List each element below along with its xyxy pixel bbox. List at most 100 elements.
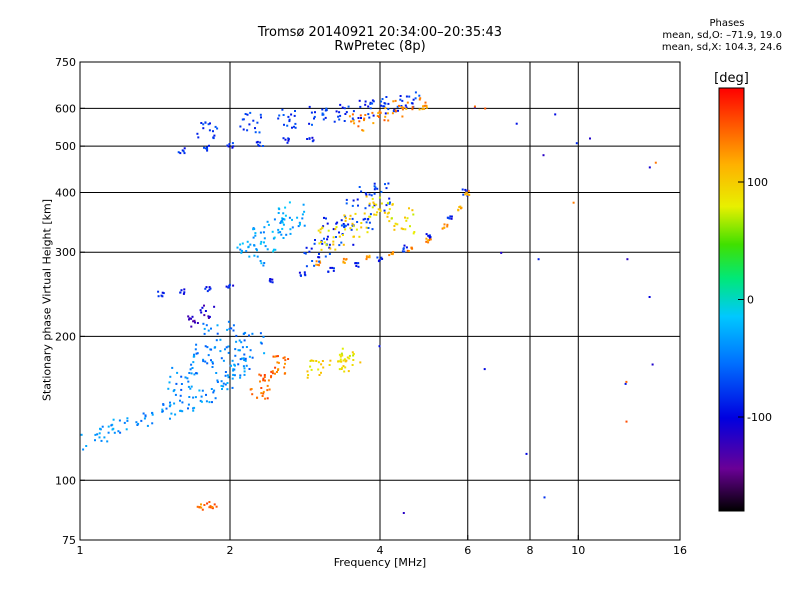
data-point — [226, 144, 229, 147]
data-point — [373, 213, 376, 216]
data-point — [369, 101, 372, 104]
data-point — [167, 387, 170, 390]
data-point — [343, 358, 346, 361]
data-point — [211, 507, 214, 510]
data-point — [342, 234, 344, 236]
data-point — [187, 315, 190, 318]
data-point — [378, 345, 381, 348]
data-point — [284, 206, 287, 209]
data-point — [340, 219, 343, 222]
y-tick-label: 75 — [62, 534, 76, 547]
data-point — [243, 339, 246, 342]
data-point — [123, 421, 126, 424]
data-point — [282, 137, 285, 140]
data-point — [364, 217, 367, 220]
data-point — [112, 427, 115, 430]
data-point — [301, 217, 304, 220]
data-point — [525, 452, 528, 455]
data-point — [125, 428, 128, 431]
data-point — [264, 245, 267, 248]
data-point — [313, 117, 315, 120]
data-point — [272, 250, 275, 253]
data-point — [365, 255, 368, 258]
data-point — [387, 102, 390, 105]
data-point — [372, 114, 375, 117]
data-point — [348, 217, 351, 220]
data-point — [232, 373, 235, 376]
data-point — [118, 419, 121, 422]
data-point — [263, 226, 266, 229]
data-point — [363, 212, 366, 215]
data-point — [500, 251, 503, 254]
data-point — [245, 250, 248, 253]
data-point — [227, 376, 230, 379]
data-point — [282, 114, 285, 116]
data-point — [446, 225, 449, 228]
data-point — [365, 193, 368, 196]
data-point — [176, 371, 179, 374]
x-axis-label: Frequency [MHz] — [333, 556, 427, 569]
data-point — [575, 142, 578, 145]
data-point — [386, 202, 389, 205]
data-point — [380, 100, 383, 103]
data-point — [352, 353, 355, 355]
data-point — [192, 320, 195, 323]
data-point — [386, 212, 389, 215]
data-point — [406, 101, 409, 104]
data-point — [275, 355, 278, 358]
data-point — [200, 395, 203, 398]
data-point — [446, 223, 449, 226]
data-point — [391, 203, 394, 206]
data-point — [210, 348, 213, 351]
data-point — [342, 223, 345, 225]
data-point — [288, 120, 291, 123]
data-point — [461, 188, 464, 191]
data-point — [279, 222, 282, 224]
data-point — [189, 368, 192, 371]
data-point — [180, 375, 183, 378]
data-point — [201, 389, 204, 392]
data-point — [258, 373, 261, 376]
data-point — [246, 113, 249, 116]
data-point — [174, 393, 177, 396]
data-point — [266, 220, 269, 223]
data-point — [399, 95, 402, 97]
data-point — [205, 324, 208, 327]
data-point — [244, 359, 247, 362]
data-point — [260, 262, 263, 265]
data-point — [352, 354, 355, 357]
data-point — [222, 382, 225, 385]
data-point — [195, 343, 198, 346]
data-point — [213, 503, 216, 506]
data-point — [253, 228, 256, 230]
data-point — [269, 280, 272, 283]
data-point — [324, 255, 327, 258]
data-point — [100, 439, 103, 442]
data-point — [424, 101, 427, 104]
data-point — [202, 358, 205, 361]
data-point — [188, 372, 191, 374]
data-point — [281, 218, 284, 220]
data-point — [351, 364, 354, 366]
data-point — [239, 358, 242, 361]
data-point — [361, 129, 364, 132]
y-tick-label: 500 — [55, 140, 76, 153]
data-point — [387, 211, 390, 214]
data-point — [362, 218, 365, 221]
data-point — [180, 383, 183, 385]
data-point — [378, 115, 380, 118]
data-point — [414, 97, 417, 100]
data-point — [411, 106, 414, 109]
data-point — [269, 278, 272, 281]
data-point — [387, 119, 390, 122]
data-point — [200, 122, 203, 124]
data-point — [345, 258, 348, 261]
data-point — [232, 145, 235, 148]
data-point — [386, 112, 389, 115]
data-point — [169, 375, 172, 378]
data-point — [362, 129, 365, 132]
data-point — [203, 146, 205, 149]
data-point — [332, 228, 335, 231]
data-point — [344, 217, 347, 220]
